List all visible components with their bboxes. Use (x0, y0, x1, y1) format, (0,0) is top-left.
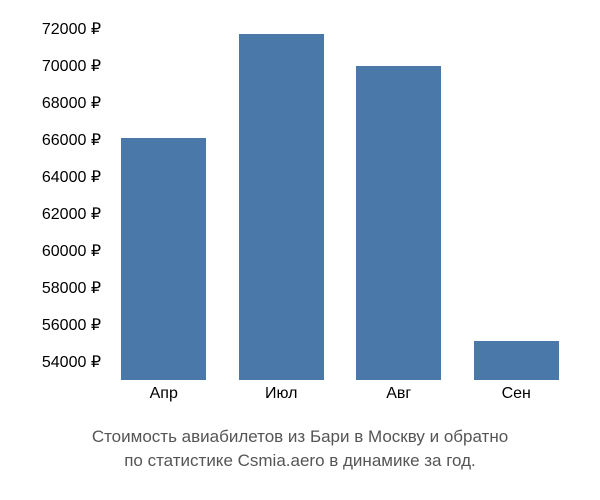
x-tick-label: Июл (265, 385, 297, 403)
x-axis: Апр Июл Авг Сен (105, 385, 575, 410)
y-tick-label: 70000 ₽ (42, 56, 101, 76)
x-tick-label: Апр (150, 385, 178, 403)
x-tick-label: Сен (502, 385, 531, 403)
caption-line-1: Стоимость авиабилетов из Бари в Москву и… (0, 425, 600, 449)
bar (121, 138, 206, 380)
plot-area (105, 10, 575, 380)
y-tick-label: 60000 ₽ (42, 241, 101, 261)
y-tick-label: 72000 ₽ (42, 19, 101, 39)
y-tick-label: 58000 ₽ (42, 278, 101, 298)
y-tick-label: 64000 ₽ (42, 167, 101, 187)
bar (356, 66, 441, 381)
bar (474, 341, 559, 380)
y-tick-label: 56000 ₽ (42, 315, 101, 335)
bar (239, 34, 324, 380)
y-tick-label: 54000 ₽ (42, 352, 101, 372)
chart-caption: Стоимость авиабилетов из Бари в Москву и… (0, 425, 600, 473)
price-chart: 54000 ₽ 56000 ₽ 58000 ₽ 60000 ₽ 62000 ₽ 64000… (15, 10, 585, 410)
y-axis: 54000 ₽ 56000 ₽ 58000 ₽ 60000 ₽ 62000 ₽ 64000… (15, 10, 105, 380)
y-tick-label: 62000 ₽ (42, 204, 101, 224)
y-tick-label: 66000 ₽ (42, 130, 101, 150)
x-tick-label: Авг (386, 385, 411, 403)
caption-line-2: по статистике Csmia.aero в динамике за г… (0, 449, 600, 473)
y-tick-label: 68000 ₽ (42, 93, 101, 113)
